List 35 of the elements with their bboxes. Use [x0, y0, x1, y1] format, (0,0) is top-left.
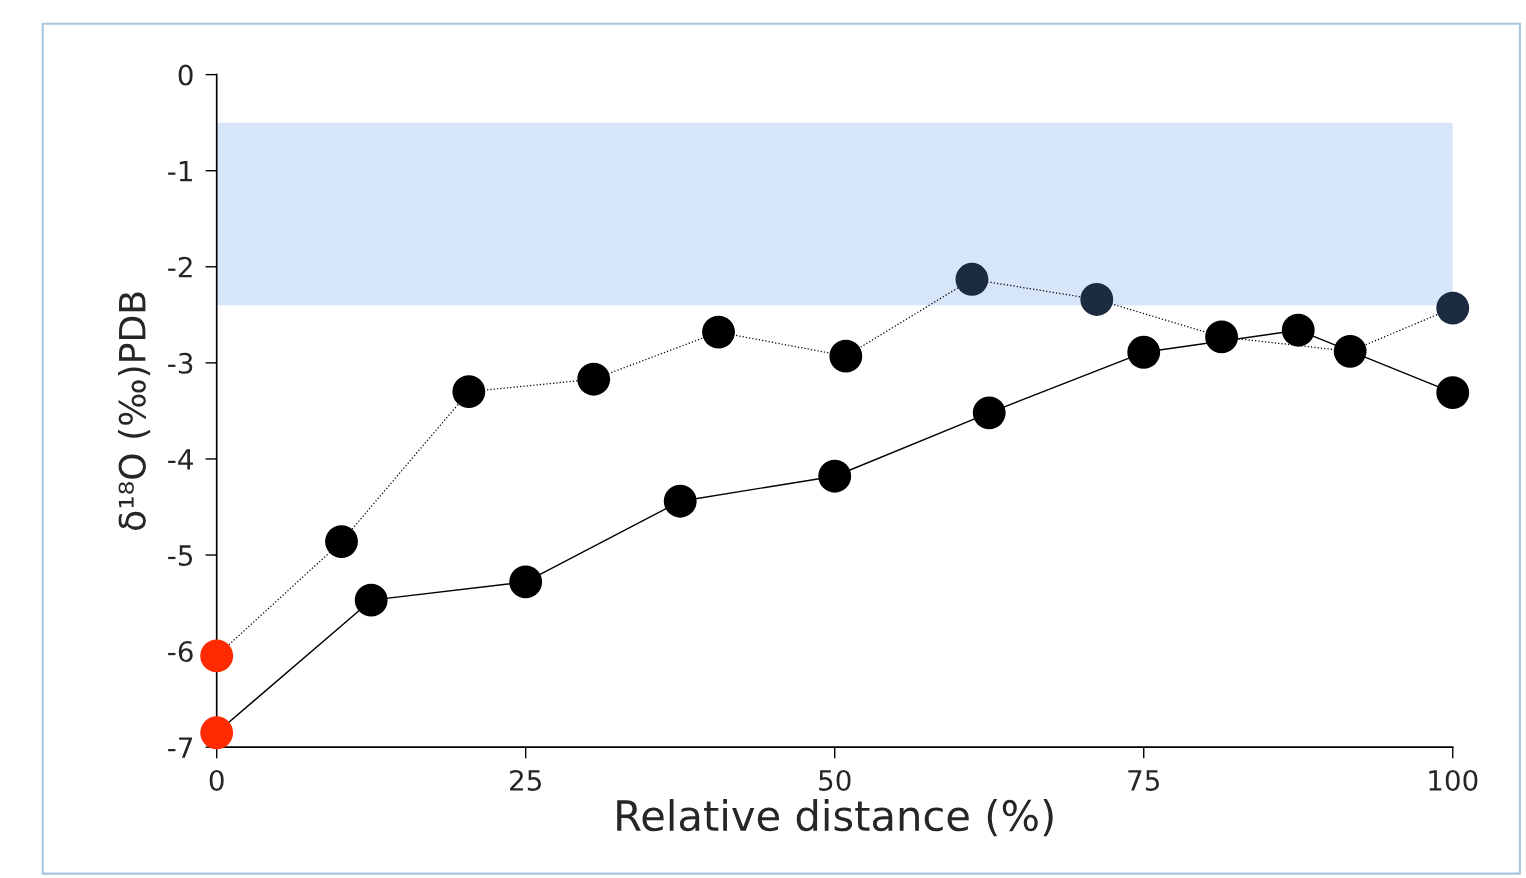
- point: [509, 565, 543, 599]
- point: [1127, 335, 1161, 369]
- y-tick-label: 0: [178, 64, 193, 86]
- x-tick-label: 50: [819, 769, 851, 791]
- point: [972, 396, 1006, 430]
- point: [200, 716, 234, 750]
- x-tick-label: 0: [209, 769, 224, 791]
- point: [354, 583, 388, 617]
- y-tick-label: -7: [168, 737, 193, 758]
- y-tick-label: -5: [168, 545, 193, 566]
- point: [818, 459, 852, 493]
- x-tick-label: 25: [510, 769, 541, 791]
- y-axis-title: δ¹⁸O (‰)PDB: [117, 292, 151, 530]
- point: [1436, 376, 1470, 410]
- point: [200, 639, 234, 673]
- point: [452, 375, 486, 409]
- point: [1436, 291, 1470, 325]
- point: [577, 362, 611, 396]
- y-tick-label: -1: [168, 161, 192, 182]
- point: [829, 339, 863, 373]
- x-axis-title: Relative distance (%): [617, 799, 1053, 837]
- point: [1205, 320, 1239, 354]
- point: [325, 525, 358, 558]
- point: [1281, 313, 1315, 347]
- y-tick-label: -2: [168, 256, 192, 278]
- point: [955, 262, 989, 296]
- point: [1333, 334, 1367, 368]
- y-tick-label: -6: [168, 641, 193, 663]
- y-tick-label: -4: [168, 449, 193, 470]
- point: [663, 484, 697, 518]
- y-tick-label: -3: [168, 352, 193, 374]
- point: [702, 315, 735, 349]
- x-tick-label: 100: [1429, 769, 1478, 791]
- point: [1080, 283, 1114, 316]
- x-tick-label: 75: [1128, 770, 1159, 791]
